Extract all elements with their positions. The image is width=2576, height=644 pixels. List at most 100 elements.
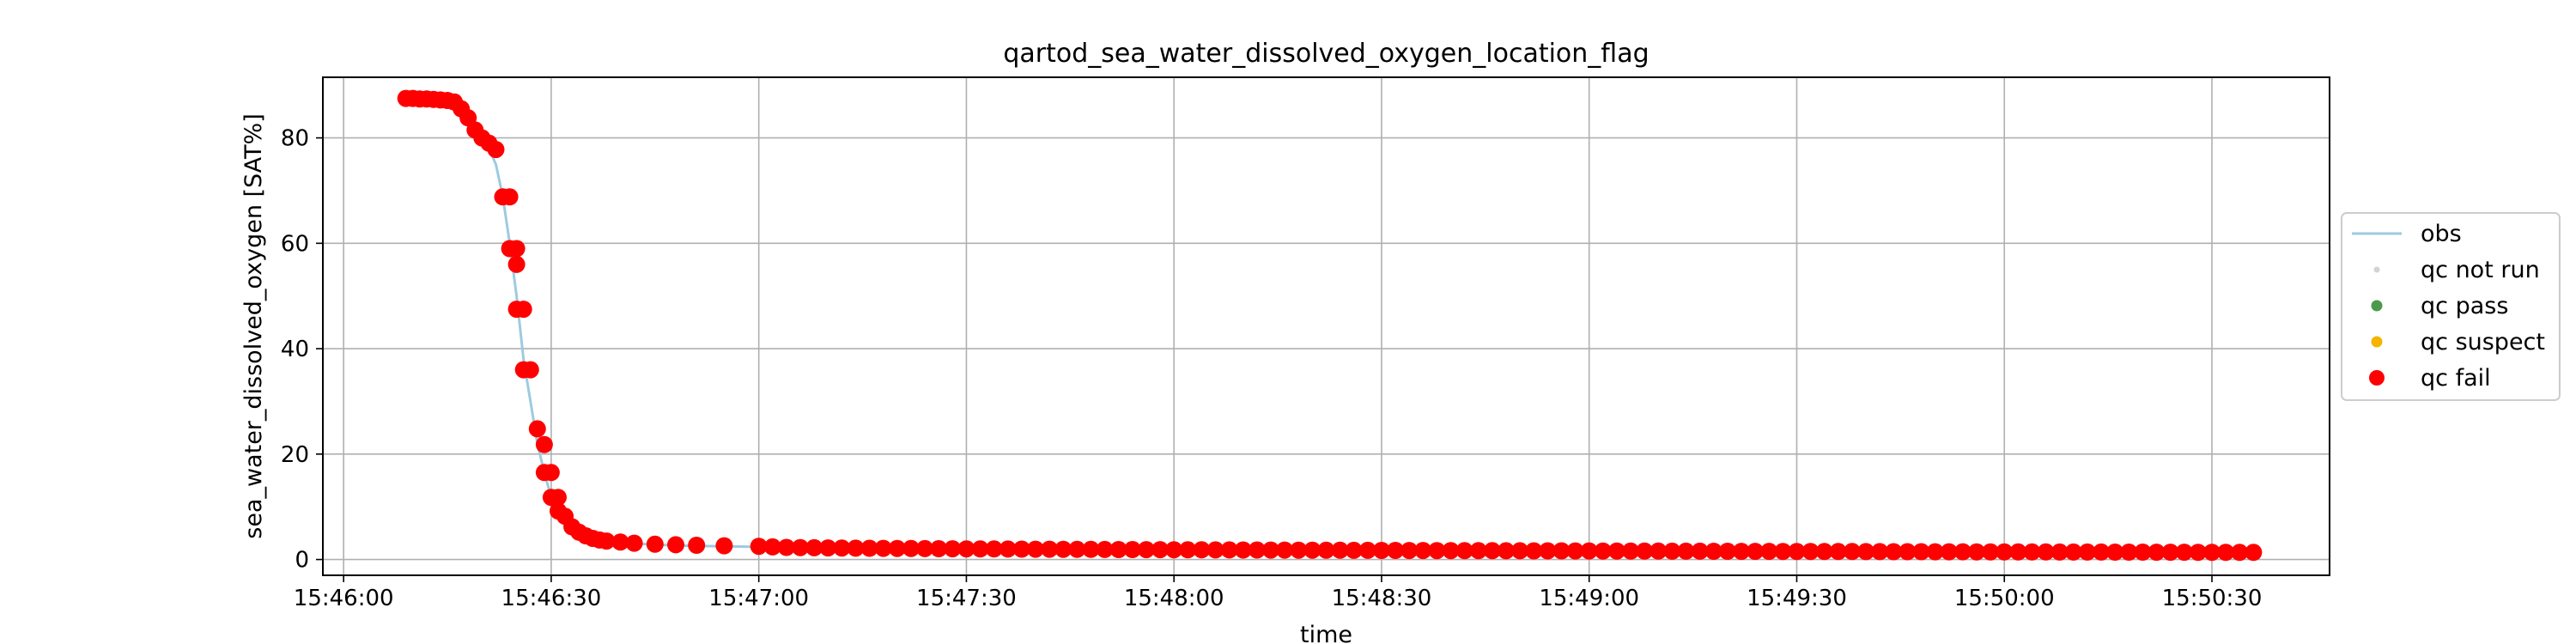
qc-fail-point — [1012, 540, 1030, 558]
qc-fail-point — [1234, 541, 1252, 559]
qc-fail-point — [2093, 543, 2111, 561]
qc-fail-point — [1165, 541, 1183, 559]
qc-fail-point — [1041, 540, 1059, 558]
x-tick-label: 15:48:30 — [1332, 586, 1432, 611]
qc-fail-point — [1622, 542, 1640, 560]
qc-fail-point — [916, 539, 934, 557]
qc-fail-point — [1552, 542, 1571, 560]
qc-fail-point — [1718, 543, 1736, 560]
qc-fail-point — [1608, 542, 1625, 560]
qc-fail-point — [542, 464, 560, 482]
qc-fail-point — [1815, 543, 1833, 561]
qc-fail-point — [888, 539, 906, 557]
qc-fail-point — [1248, 541, 1266, 559]
qc-fail-point — [999, 540, 1017, 558]
qc-fail-point — [1539, 542, 1557, 560]
qc-fail-point — [1844, 543, 1861, 561]
legend-box — [2341, 212, 2561, 401]
qc-fail-point — [985, 540, 1003, 558]
x-tick-label: 15:49:30 — [1747, 586, 1847, 611]
y-tick-label: 0 — [295, 548, 309, 574]
qc-fail-point — [611, 533, 629, 551]
legend-swatch — [2373, 266, 2380, 273]
qc-fail-point — [625, 534, 643, 552]
qc-fail-point — [1953, 543, 1971, 561]
qc-fail-point — [1774, 543, 1792, 561]
qc-fail-point — [514, 301, 532, 319]
qc-fail-point — [598, 532, 616, 550]
x-tick-label: 15:47:30 — [916, 586, 1017, 611]
x-axis-ticks: 15:46:00 15:46:30 15:47:00 15:47:30 15:48:00… — [294, 575, 2262, 611]
legend-swatch — [2369, 370, 2385, 386]
qc-fail-point — [667, 536, 684, 554]
y-tick-label: 40 — [281, 337, 309, 362]
chart-title: qartod_sea_water_dissolved_oxygen_locati… — [1003, 39, 1649, 69]
qc-fail-point — [2078, 543, 2096, 561]
qc-fail-point — [1387, 542, 1405, 559]
y-tick-label: 80 — [281, 126, 309, 152]
qc-fail-point — [805, 538, 823, 556]
qc-fail-point — [1220, 541, 1238, 559]
qc-fail-point — [1733, 543, 1750, 561]
qc-fail-point — [2175, 544, 2193, 562]
qc-fail-point — [1760, 543, 1778, 561]
qc-fail-point — [2217, 544, 2235, 562]
qc-fail-point — [2161, 544, 2179, 562]
qc-fail-point — [1899, 543, 1917, 561]
qc-fail-point — [1428, 542, 1446, 560]
qc-fail-point — [1968, 543, 1985, 561]
qc-fail-point — [1096, 540, 1114, 558]
qc-fail-point — [2231, 544, 2249, 562]
qc-fail-point — [1373, 542, 1390, 559]
qc-fail-point — [1179, 541, 1197, 559]
legend-swatch — [2371, 300, 2383, 312]
qc-fail-point — [1358, 541, 1376, 559]
qc-fail-point — [2245, 544, 2263, 562]
qc-fail-point — [1400, 542, 1419, 560]
grid — [323, 77, 2330, 575]
qc-fail-point — [1525, 542, 1543, 560]
qc-fail-point — [550, 489, 567, 507]
qc-fail-point — [1885, 543, 1903, 561]
qc-fail-point — [1262, 541, 1279, 559]
qc-fail-point — [1027, 540, 1044, 558]
qc-fail-point — [1068, 540, 1086, 558]
qc-fail-point — [1303, 541, 1321, 559]
qc-fail-point — [971, 540, 989, 558]
x-axis-label: time — [1300, 622, 1352, 644]
qc-fail-point — [860, 539, 878, 557]
qc-fail-point — [1317, 541, 1335, 559]
x-tick-label: 15:50:00 — [1954, 586, 2055, 611]
qc-fail-point — [1636, 542, 1654, 560]
qc-fail-point — [1788, 543, 1806, 561]
qc-fail-point — [2148, 544, 2166, 562]
qc-fail-point — [1498, 542, 1515, 560]
qc-fail-point — [2120, 544, 2138, 561]
qc-fail-point — [715, 537, 733, 555]
qc-fail-point — [1511, 542, 1529, 560]
x-tick-label: 15:46:30 — [501, 586, 602, 611]
qc-fail-point — [1138, 541, 1155, 559]
x-tick-label: 15:48:00 — [1124, 586, 1224, 611]
qc-fail-point — [1123, 541, 1141, 558]
qc-fail-point — [1829, 543, 1847, 561]
qc-fail-point — [1871, 543, 1889, 561]
y-axis-label: sea_water_dissolved_oxygen [SAT%] — [240, 113, 267, 539]
qc-fail-point — [1663, 542, 1681, 560]
qc-fail-point — [1691, 542, 1709, 560]
qc-fail-series — [397, 89, 2263, 562]
qc-fail-point — [1982, 543, 2000, 561]
qc-fail-point — [763, 538, 781, 556]
legend-label: qc fail — [2421, 365, 2491, 392]
y-tick-label: 60 — [281, 231, 309, 257]
y-axis-ticks: 0 20 40 60 80 — [281, 126, 323, 574]
qc-fail-point — [1857, 543, 1875, 561]
qc-fail-point — [944, 540, 962, 558]
qc-fail-point — [1580, 542, 1598, 560]
qc-fail-point — [688, 537, 706, 554]
qc-fail-point — [1677, 542, 1695, 560]
qc-fail-point — [2203, 544, 2221, 562]
qc-fail-point — [930, 540, 948, 557]
